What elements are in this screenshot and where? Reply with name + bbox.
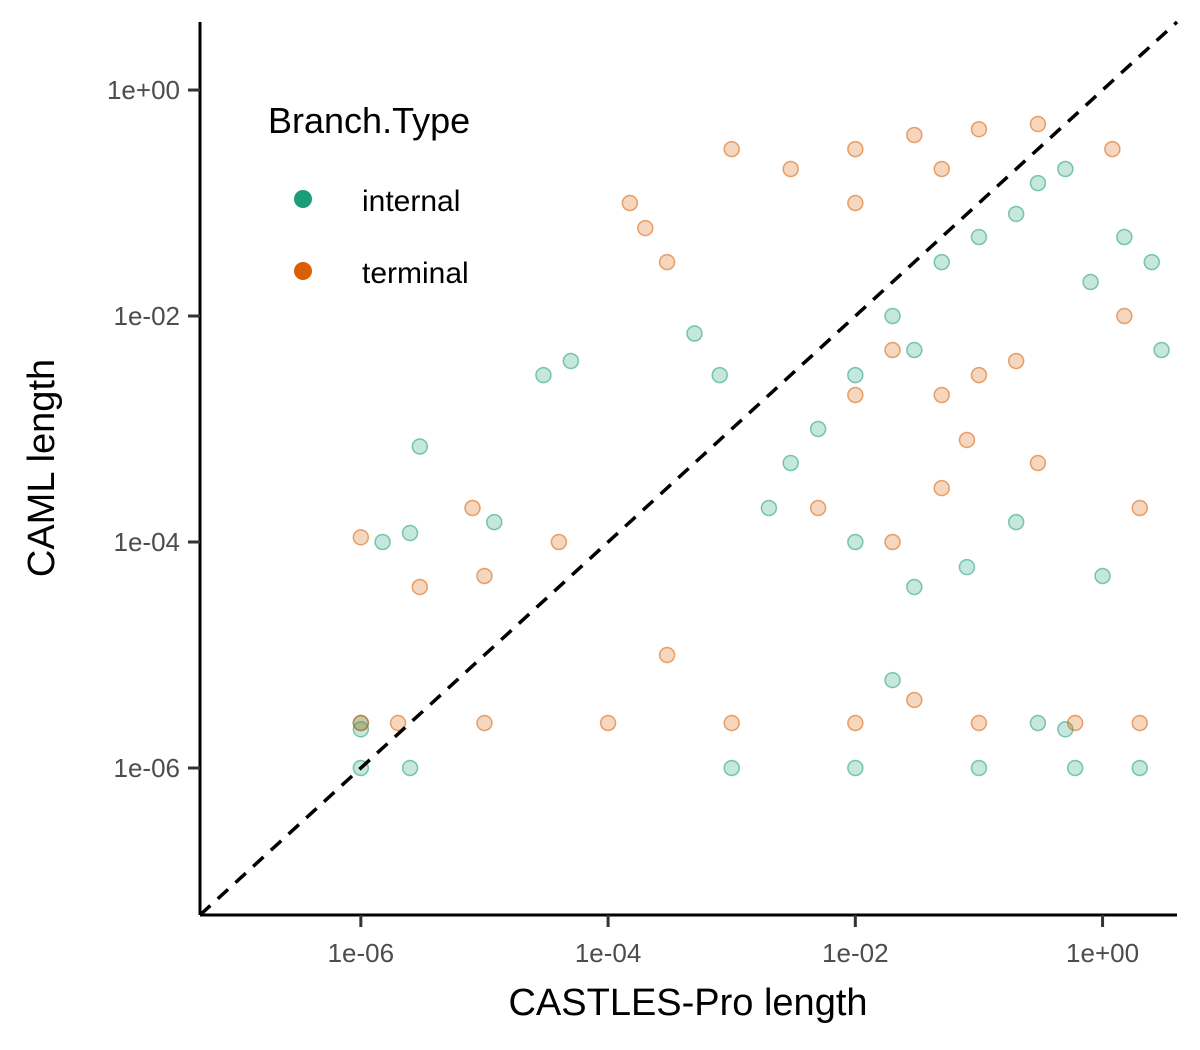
point-terminal-14 [847,194,864,212]
point-terminal-6 [637,219,654,237]
point-terminal-37 [464,499,481,517]
point-internal-21 [906,341,923,359]
point-internal-32 [1153,341,1170,359]
point-terminal-3 [411,578,429,596]
legend: Branch.Type internal terminal [268,100,470,290]
legend-key-terminal [294,262,312,280]
x-axis-title: CASTLES-Pro length [508,982,867,1024]
y-tick-label-1: 1e-04 [114,527,181,557]
point-internal-33 [1082,273,1099,291]
point-internal-19 [1057,160,1074,178]
point-terminal-17 [933,386,950,404]
point-internal-29 [1007,513,1025,531]
point-internal-27 [906,578,923,596]
x-axis-ticks: 1e-06 1e-04 1e-02 1e+00 [328,915,1139,968]
point-terminal-12 [970,120,988,138]
legend-key-internal [294,190,312,208]
y-axis-ticks: 1e-06 1e-04 1e-02 1e+00 [107,75,200,783]
point-internal-13 [711,366,728,384]
point-terminal-15 [933,160,950,178]
point-terminal-30 [476,714,493,732]
point-terminal-34 [970,714,988,732]
point-internal-2 [374,533,391,551]
point-internal-8 [1057,721,1074,738]
point-terminal-39 [958,431,976,449]
point-terminal-23 [933,479,950,497]
point-internal-36 [847,759,864,777]
point-terminal-5 [621,194,639,212]
point-internal-12 [562,352,580,370]
point-terminal-10 [847,140,864,158]
point-internal-9 [485,513,503,531]
point-terminal-13 [1029,115,1047,133]
point-internal-17 [1007,205,1025,223]
y-tick-label-0: 1e-06 [114,753,181,783]
point-terminal-36 [1131,714,1149,732]
point-internal-11 [535,366,552,384]
point-internal-28 [958,558,976,576]
point-terminal-22 [884,533,901,551]
point-internal-39 [1131,759,1149,777]
point-internal-7 [1029,714,1047,732]
reference-line [198,20,1179,917]
point-terminal-29 [906,691,923,709]
point-internal-23 [809,420,827,438]
point-terminal-33 [847,714,864,732]
y-axis-title: CAML length [21,359,63,577]
point-internal-14 [884,671,901,689]
point-terminal-1 [352,714,370,732]
point-internal-22 [847,366,864,384]
point-internal-35 [723,759,740,777]
point-terminal-11 [906,126,923,144]
point-internal-16 [970,228,988,246]
point-terminal-38 [550,533,568,551]
y-tick-label-2: 1e-02 [114,301,181,331]
point-terminal-21 [809,499,827,517]
point-terminal-8 [723,140,740,158]
point-internal-37 [970,759,988,777]
point-terminal-25 [1116,307,1133,325]
point-terminal-20 [847,386,864,404]
x-tick-label-1: 1e-04 [575,938,642,968]
point-terminal-28 [658,646,676,664]
point-internal-18 [1029,174,1047,192]
legend-title: Branch.Type [268,100,470,141]
point-internal-31 [1143,253,1161,271]
x-tick-label-3: 1e+00 [1066,938,1139,968]
point-internal-15 [933,253,950,271]
point-internal-25 [760,499,778,517]
x-tick-label-2: 1e-02 [822,938,889,968]
point-terminal-4 [476,567,493,585]
point-internal-38 [1066,759,1084,777]
point-internal-24 [782,454,799,472]
point-terminal-27 [1104,140,1121,158]
point-internal-10 [686,325,703,342]
points-layer [352,115,1170,777]
point-terminal-24 [1029,454,1047,472]
point-terminal-31 [599,714,617,732]
point-internal-5 [401,759,419,777]
point-terminal-19 [1007,352,1025,370]
point-terminal-18 [970,366,988,384]
y-tick-label-3: 1e+00 [107,75,180,105]
point-terminal-16 [884,341,901,359]
point-internal-20 [884,307,901,325]
legend-label-internal: internal [362,185,460,218]
point-terminal-9 [782,160,799,178]
point-internal-26 [847,533,864,551]
point-terminal-35 [1066,714,1084,732]
point-internal-30 [1116,228,1133,246]
point-internal-0 [352,721,370,738]
point-terminal-7 [658,253,676,271]
point-internal-3 [401,524,419,542]
point-internal-34 [1094,567,1111,585]
legend-label-terminal: terminal [362,257,469,290]
point-terminal-2 [389,714,407,732]
point-terminal-32 [723,714,740,732]
point-internal-4 [411,438,429,455]
x-tick-label-0: 1e-06 [328,938,395,968]
point-terminal-0 [352,529,370,546]
point-terminal-26 [1131,499,1149,517]
